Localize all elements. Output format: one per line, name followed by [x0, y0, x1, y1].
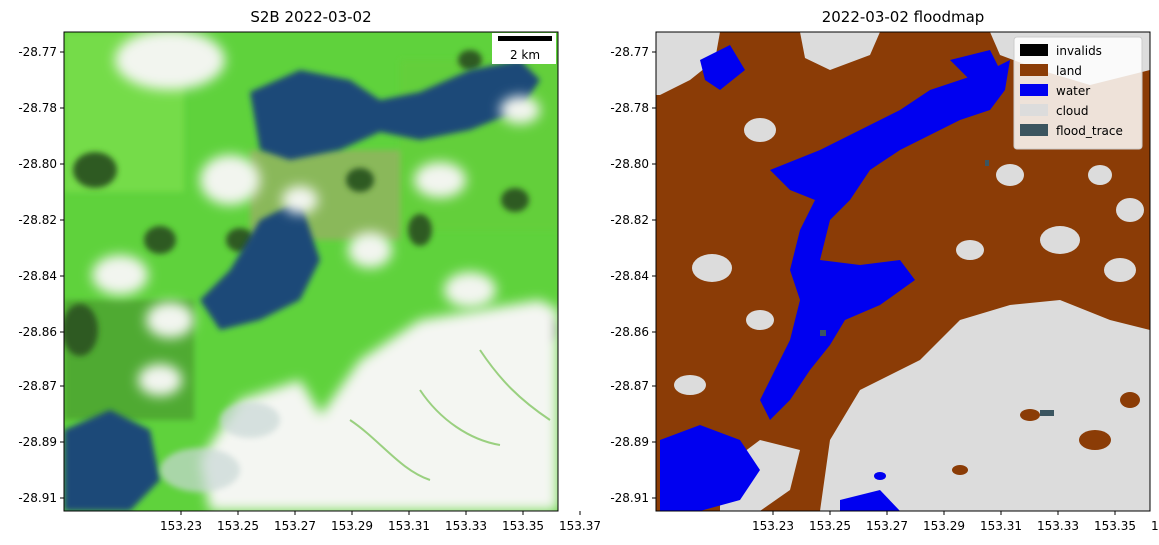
- y-tick-label: -28.91: [18, 491, 57, 505]
- left-axis-ticks: 153.23 153.25 153.27 153.29 153.31 153.33 153.…: [18, 45, 601, 533]
- left-panel-title: S2B 2022-03-02: [250, 8, 371, 26]
- y-tick-label: -28.80: [18, 157, 57, 171]
- y-tick-label: -28.84: [18, 269, 57, 283]
- scalebar: 2 km: [492, 33, 556, 64]
- legend-swatch: [1020, 84, 1048, 96]
- y-tick-label: -28.87: [610, 379, 649, 393]
- floodmap: [656, 32, 1150, 511]
- x-tick-label: 153.35: [502, 519, 544, 533]
- x-tick-label: 153.27: [274, 519, 316, 533]
- y-tick-label: -28.80: [610, 157, 649, 171]
- x-tick-label: 153.37: [559, 519, 601, 533]
- y-tick-label: -28.77: [18, 45, 57, 59]
- legend-swatch: [1020, 44, 1048, 56]
- legend-swatch: [1020, 64, 1048, 76]
- legend-label: cloud: [1056, 104, 1089, 118]
- x-tick-label: 153.23: [752, 519, 794, 533]
- y-tick-label: -28.82: [610, 213, 649, 227]
- legend-label: flood_trace: [1056, 124, 1123, 138]
- x-tick-label: 153.31: [980, 519, 1022, 533]
- satellite-image: 2 km: [64, 32, 558, 511]
- y-tick-label: -28.86: [610, 325, 649, 339]
- x-tick-label: 153.23: [160, 519, 202, 533]
- x-tick-label: 153.25: [809, 519, 851, 533]
- scalebar-label: 2 km: [510, 48, 540, 62]
- y-tick-label: -28.89: [610, 435, 649, 449]
- floodmap-legend: invalids land water cloud flood_trace: [1013, 36, 1143, 150]
- y-tick-label: -28.91: [610, 491, 649, 505]
- y-tick-label: -28.84: [610, 269, 649, 283]
- legend-label: water: [1056, 84, 1090, 98]
- legend-label: invalids: [1056, 44, 1102, 58]
- y-tick-label: -28.89: [18, 435, 57, 449]
- y-tick-label: -28.78: [610, 101, 649, 115]
- legend-swatch: [1020, 104, 1048, 116]
- x-tick-label: 153.33: [1037, 519, 1079, 533]
- x-tick-label: 153.27: [866, 519, 908, 533]
- y-tick-label: -28.86: [18, 325, 57, 339]
- x-tick-label: 153.35: [1094, 519, 1136, 533]
- legend-swatch: [1020, 124, 1048, 136]
- left-axes-frame: [63, 31, 559, 512]
- x-tick-label: 153.33: [445, 519, 487, 533]
- y-tick-label: -28.78: [18, 101, 57, 115]
- y-tick-label: -28.82: [18, 213, 57, 227]
- x-tick-label: 153.31: [388, 519, 430, 533]
- x-tick-label: 153.29: [331, 519, 373, 533]
- x-tick-label: 153.25: [217, 519, 259, 533]
- y-tick-label: -28.87: [18, 379, 57, 393]
- right-panel-title: 2022-03-02 floodmap: [822, 8, 985, 26]
- x-tick-label: 153.37: [1151, 519, 1159, 533]
- y-tick-label: -28.77: [610, 45, 649, 59]
- x-tick-label: 153.29: [923, 519, 965, 533]
- right-axis-ticks: 153.23 153.25 153.27 153.29 153.31 153.33 153.…: [610, 45, 1159, 533]
- right-axes-frame: [655, 31, 1151, 512]
- legend-label: land: [1056, 64, 1082, 78]
